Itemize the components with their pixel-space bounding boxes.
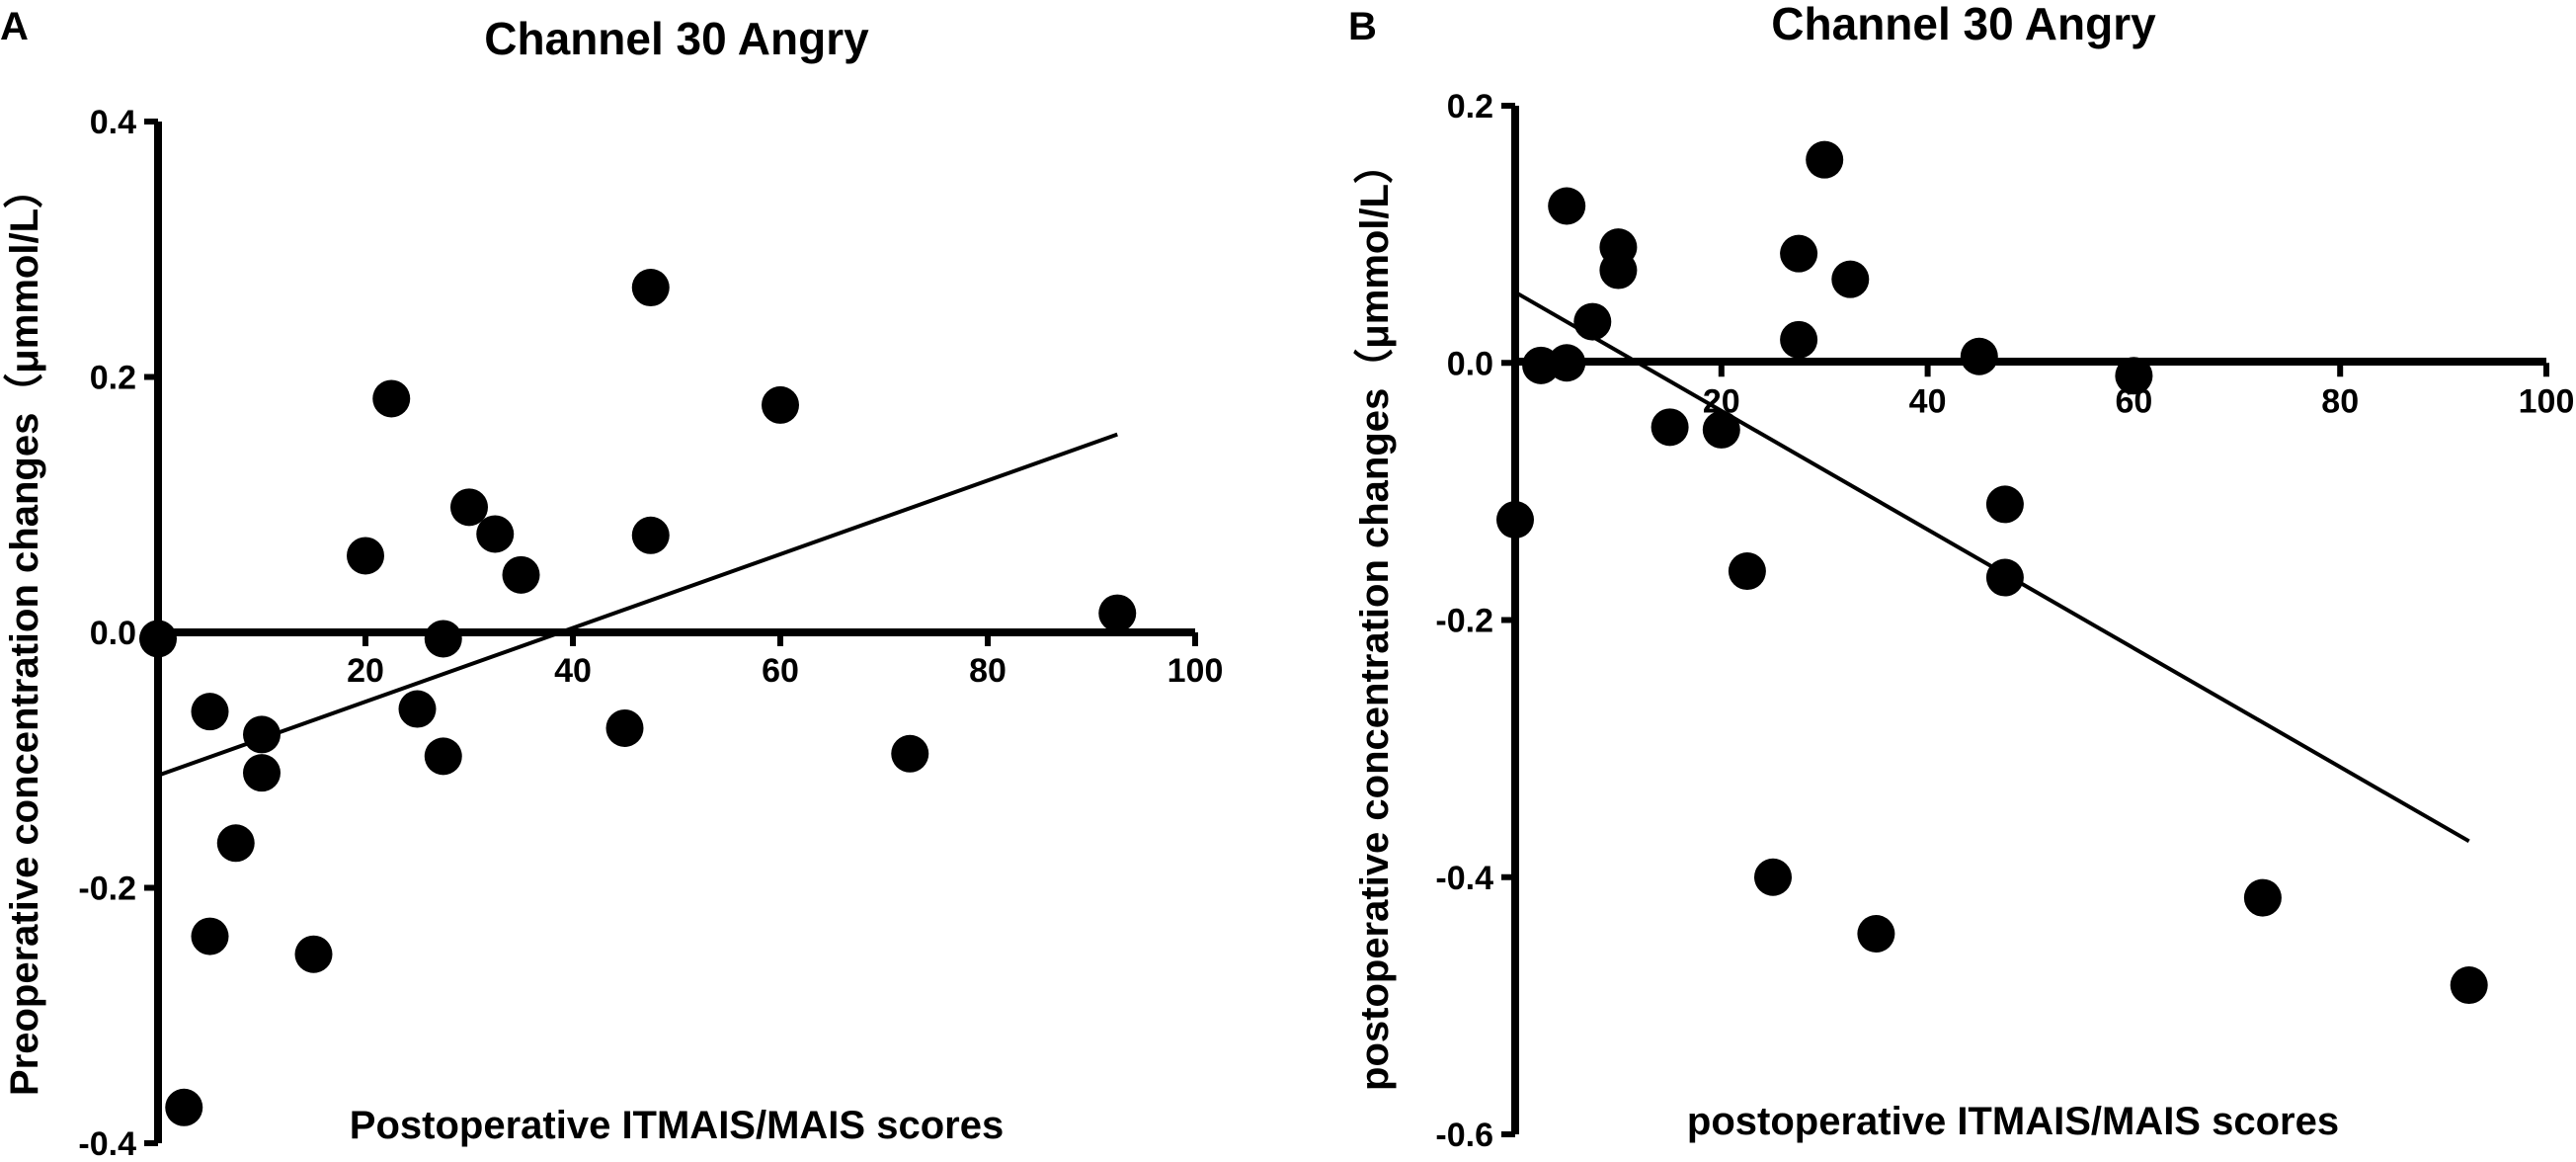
panel-a-data-point <box>891 734 929 773</box>
panel-a-y-tick-label: -0.4 <box>78 1125 136 1162</box>
panel-a-y-tick-label: 0.4 <box>90 104 136 141</box>
panel-a-data-point <box>398 690 437 728</box>
panel-a-x-tick-label: 20 <box>347 652 384 690</box>
panel-a-label: A <box>0 5 29 48</box>
panel-a-data-point <box>372 379 411 418</box>
panel-a-x-tick-label: 60 <box>762 652 799 690</box>
panel-a-data-point <box>762 385 799 424</box>
panel-b-data-point <box>1806 140 1844 179</box>
panel-b-y-axis-title: postoperative concentration changes（μmmo… <box>1353 144 1397 1091</box>
panel-a-data-point <box>216 824 255 863</box>
panel-a-data-point <box>294 935 333 973</box>
panel-a-data-point <box>450 488 488 527</box>
panel-b-title: Channel 30 Angry <box>1771 0 2156 49</box>
panel-a-data-point <box>424 620 462 658</box>
panel-b-x-tick-label: 40 <box>1909 382 1947 420</box>
panel-b: B Channel 30 Angry 20 40 60 80 100 -0.6-0.4-… <box>1348 0 2574 1154</box>
panel-b-data-point <box>1985 558 2024 597</box>
panel-b-data-point <box>1857 915 1895 954</box>
panel-b-data-point <box>1496 501 1534 540</box>
panel-b-x-tick-label: 80 <box>2321 382 2359 420</box>
panel-a: A Channel 30 Angry 20 40 60 80 100 -0.4 -0.2 0… <box>0 5 1223 1162</box>
panel-b-y-tick-label: -0.6 <box>1435 1117 1493 1154</box>
panel-b-data-point <box>1702 410 1740 449</box>
panel-b-y-tick-label: -0.2 <box>1435 603 1493 640</box>
panel-a-data-point <box>476 515 515 553</box>
panel-b-data-point <box>1780 320 1818 359</box>
panel-a-title: Channel 30 Angry <box>484 13 869 64</box>
panel-a-data-point <box>191 917 229 955</box>
panel-a-data-point <box>139 620 177 658</box>
panel-b-data-point <box>1754 858 1792 896</box>
panel-a-data-point <box>1098 594 1137 632</box>
panel-b-x-axis-title: postoperative ITMAIS/MAIS scores <box>1687 1100 2339 1143</box>
panel-b-data-point <box>1599 251 1638 290</box>
panel-b-data-point <box>1728 552 1766 591</box>
panel-a-fit-line <box>157 432 1118 778</box>
panel-b-data-point <box>2115 357 2153 395</box>
panel-b-data-point <box>1780 234 1818 273</box>
panel-a-x-axis-title: Postoperative ITMAIS/MAIS scores <box>350 1104 1004 1147</box>
panel-a-points <box>139 269 1137 1126</box>
panel-a-y-tick-label: 0.2 <box>90 360 136 397</box>
panel-a-y-tick-label: -0.2 <box>78 871 136 908</box>
panel-a-data-point <box>191 693 229 731</box>
panel-a-data-point <box>424 737 462 776</box>
panel-a-x-tick-label: 100 <box>1167 652 1224 690</box>
panel-a-x-ticks: 20 40 60 80 100 <box>347 632 1223 690</box>
panel-b-y-tick-label: 0.2 <box>1447 88 1493 125</box>
panel-a-data-point <box>243 715 281 754</box>
panel-a-data-point <box>165 1088 203 1126</box>
panel-b-data-point <box>2450 966 2488 1005</box>
panel-a-y-ticks: -0.4 -0.2 0.0 0.2 0.4 <box>78 104 158 1162</box>
panel-a-data-point <box>502 555 540 594</box>
panel-b-data-point <box>1573 302 1612 341</box>
panel-b-points <box>1496 140 2488 1005</box>
panel-b-y-tick-label: -0.4 <box>1435 860 1493 897</box>
panel-b-label: B <box>1348 5 1377 48</box>
panel-b-data-point <box>1960 337 1998 375</box>
panel-a-x-tick-label: 80 <box>969 652 1006 690</box>
panel-a-data-point <box>605 708 644 747</box>
panel-a-data-point <box>631 516 670 554</box>
panel-a-y-axis-title: Preoperative concentration changes（μmmol… <box>3 169 46 1096</box>
panel-a-y-tick-label: 0.0 <box>90 615 136 652</box>
panel-b-y-tick-label: 0.0 <box>1447 345 1493 382</box>
panel-b-data-point <box>2243 878 2282 917</box>
panel-b-data-point <box>1985 485 2024 524</box>
panel-a-data-point <box>347 537 384 575</box>
panel-a-data-point <box>243 754 281 792</box>
panel-b-data-point <box>1548 187 1586 225</box>
panel-b-data-point <box>1548 344 1586 382</box>
panel-a-x-tick-label: 40 <box>554 652 592 690</box>
panel-a-data-point <box>631 269 670 307</box>
panel-b-data-point <box>1831 260 1870 298</box>
panel-b-y-ticks: -0.6 -0.4 -0.2 0.0 0.2 <box>1435 88 1515 1154</box>
panel-b-x-tick-label: 100 <box>2519 382 2575 420</box>
panel-b-data-point <box>1650 408 1689 447</box>
